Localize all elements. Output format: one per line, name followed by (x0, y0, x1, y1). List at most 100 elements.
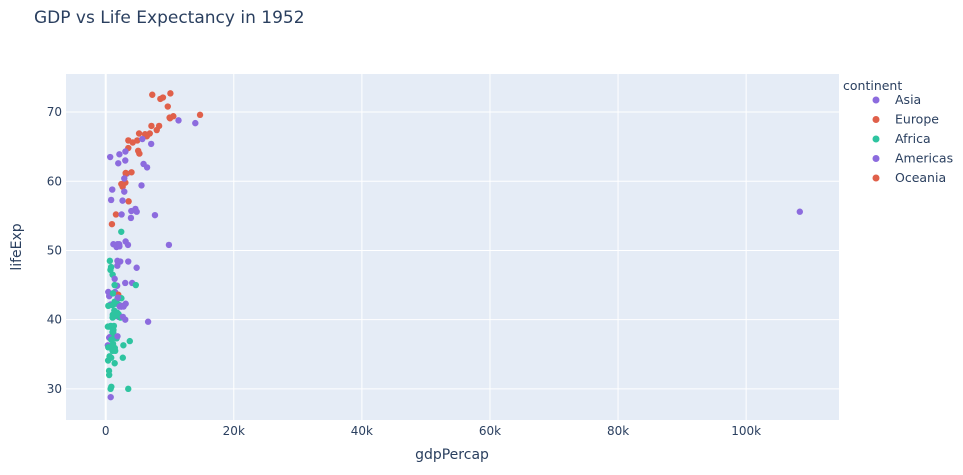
x-tick-label: 0 (102, 424, 110, 438)
point-americas (122, 279, 129, 287)
x-tick-label: 40k (351, 424, 373, 438)
point-europe (112, 211, 120, 218)
point-europe (122, 170, 130, 177)
point-africa (107, 266, 114, 274)
point-oceania (170, 113, 177, 120)
y-tick-label: 50 (47, 243, 62, 257)
point-americas (165, 241, 173, 249)
point-asia (106, 153, 114, 161)
legend-label-oceania: Oceania (895, 170, 946, 185)
point-europe (128, 169, 135, 176)
data-points (104, 90, 804, 401)
point-americas (122, 316, 129, 323)
point-europe (167, 90, 174, 97)
point-africa (118, 228, 125, 235)
point-africa (120, 342, 127, 349)
y-tick-label: 70 (47, 105, 62, 119)
point-europe (149, 91, 156, 98)
legend-title: continent (843, 78, 902, 93)
point-africa (111, 347, 119, 354)
point-americas (122, 238, 129, 245)
point-americas (111, 275, 118, 283)
point-americas (116, 243, 123, 250)
legend-label-africa: Africa (895, 131, 931, 146)
point-americas (119, 197, 126, 204)
point-europe (148, 122, 155, 130)
chart-title: GDP vs Life Expectancy in 1952 (34, 8, 305, 28)
point-africa (105, 367, 113, 375)
point-europe (129, 139, 136, 146)
x-axis-title: gdpPercap (415, 447, 489, 463)
point-americas (122, 148, 129, 155)
legend-marker-africa (872, 135, 880, 143)
point-africa (119, 354, 127, 361)
point-asia (133, 264, 140, 271)
y-axis-title: lifeExp (9, 223, 25, 270)
point-americas (121, 188, 128, 195)
legend-marker-europe (872, 116, 880, 123)
legend-label-asia: Asia (895, 92, 921, 107)
point-americas (125, 258, 132, 265)
point-africa (106, 353, 113, 360)
point-africa (106, 257, 114, 265)
point-americas (121, 175, 128, 182)
y-tick-label: 40 (47, 313, 62, 327)
legend-marker-asia (872, 96, 880, 104)
x-tick-label: 60k (479, 424, 501, 438)
point-americas (140, 160, 147, 168)
point-americas (192, 119, 199, 127)
point-africa (109, 340, 117, 348)
point-americas (107, 196, 115, 204)
legend-label-americas: Americas (895, 151, 953, 166)
y-tick-label: 30 (47, 382, 62, 396)
point-africa (110, 322, 118, 330)
x-tick-label: 100k (731, 424, 761, 438)
point-africa (114, 309, 121, 316)
point-africa (125, 385, 132, 393)
plot-area (66, 74, 839, 420)
point-asia (107, 393, 114, 401)
point-europe (135, 130, 143, 137)
point-africa (132, 281, 140, 289)
x-axis-ticks: 0 20k 40k 60k 80k 100k (102, 424, 761, 438)
point-asia (796, 208, 804, 215)
point-africa (108, 383, 115, 390)
grid-lines (66, 74, 839, 420)
point-americas (132, 205, 139, 213)
point-asia (147, 140, 155, 148)
point-europe (157, 95, 164, 103)
point-europe (108, 220, 116, 228)
x-tick-label: 80k (607, 424, 629, 438)
point-europe (153, 126, 160, 134)
point-americas (117, 258, 124, 265)
point-americas (139, 135, 146, 143)
point-americas (118, 211, 125, 218)
point-americas (175, 117, 182, 124)
point-americas (127, 214, 135, 222)
point-africa (111, 360, 118, 367)
point-americas (151, 211, 159, 219)
point-americas (114, 333, 121, 340)
legend-marker-oceania (872, 174, 880, 182)
y-axis-ticks: 30 40 50 60 70 (47, 105, 62, 396)
point-asia (122, 157, 129, 164)
point-africa (126, 337, 133, 345)
point-asia (116, 151, 123, 158)
point-africa (109, 290, 117, 297)
point-africa (105, 302, 112, 310)
legend: continent Asia Europe Africa Americas Oceani… (843, 78, 953, 185)
point-americas (115, 160, 122, 167)
point-americas (138, 182, 145, 189)
point-europe (164, 103, 171, 110)
x-tick-label: 20k (223, 424, 245, 438)
y-tick-label: 60 (47, 174, 62, 188)
point-africa (111, 281, 118, 289)
point-americas (109, 186, 116, 193)
legend-label-europe: Europe (895, 112, 939, 127)
point-americas (120, 303, 127, 310)
legend-marker-americas (872, 155, 880, 162)
point-europe (196, 111, 204, 119)
point-europe (134, 147, 142, 155)
